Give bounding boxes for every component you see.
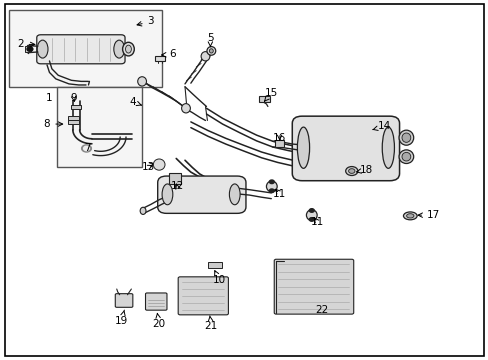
Circle shape bbox=[269, 189, 274, 193]
Bar bbox=[68, 116, 79, 120]
Ellipse shape bbox=[181, 104, 190, 113]
Ellipse shape bbox=[138, 77, 146, 86]
Ellipse shape bbox=[398, 150, 413, 163]
Bar bbox=[71, 105, 81, 109]
Text: 9: 9 bbox=[70, 93, 77, 103]
Ellipse shape bbox=[306, 210, 317, 221]
FancyBboxPatch shape bbox=[145, 293, 166, 310]
Text: 19: 19 bbox=[115, 310, 128, 325]
Circle shape bbox=[81, 145, 91, 152]
Ellipse shape bbox=[37, 40, 48, 58]
Ellipse shape bbox=[125, 45, 131, 53]
Bar bbox=[274, 140, 284, 147]
Text: 13: 13 bbox=[141, 162, 154, 172]
Circle shape bbox=[309, 218, 314, 221]
Ellipse shape bbox=[122, 42, 134, 56]
Text: 5: 5 bbox=[206, 33, 213, 46]
Text: 20: 20 bbox=[152, 313, 165, 329]
Circle shape bbox=[83, 146, 89, 150]
Ellipse shape bbox=[401, 152, 410, 161]
Ellipse shape bbox=[140, 207, 146, 215]
Ellipse shape bbox=[398, 130, 413, 145]
Ellipse shape bbox=[345, 167, 357, 176]
Circle shape bbox=[269, 180, 274, 184]
Text: 6: 6 bbox=[161, 49, 175, 59]
Circle shape bbox=[309, 209, 314, 212]
Text: 17: 17 bbox=[417, 210, 439, 220]
Text: 16: 16 bbox=[272, 133, 285, 143]
Text: 2: 2 bbox=[17, 40, 35, 49]
Text: 3: 3 bbox=[137, 17, 154, 27]
Text: 12: 12 bbox=[170, 181, 183, 192]
Ellipse shape bbox=[162, 184, 172, 205]
FancyBboxPatch shape bbox=[115, 294, 133, 307]
Ellipse shape bbox=[206, 46, 215, 55]
Bar bbox=[57, 87, 142, 167]
Text: 7: 7 bbox=[84, 143, 91, 153]
FancyBboxPatch shape bbox=[158, 176, 245, 213]
Ellipse shape bbox=[266, 181, 277, 192]
Ellipse shape bbox=[348, 169, 354, 174]
Ellipse shape bbox=[153, 159, 164, 170]
Circle shape bbox=[27, 47, 33, 51]
Bar bbox=[68, 121, 79, 124]
FancyBboxPatch shape bbox=[274, 259, 353, 314]
Text: 11: 11 bbox=[272, 189, 285, 199]
Text: 14: 14 bbox=[372, 121, 391, 131]
FancyBboxPatch shape bbox=[292, 116, 399, 181]
Bar bbox=[25, 46, 31, 52]
Ellipse shape bbox=[201, 51, 209, 61]
Text: 1: 1 bbox=[46, 93, 53, 103]
Text: 21: 21 bbox=[204, 316, 218, 331]
Bar bbox=[9, 10, 161, 87]
Ellipse shape bbox=[403, 212, 416, 220]
Text: 11: 11 bbox=[310, 217, 324, 227]
Ellipse shape bbox=[401, 133, 410, 142]
Bar bbox=[155, 55, 164, 60]
Ellipse shape bbox=[229, 184, 240, 205]
Text: 18: 18 bbox=[356, 165, 372, 175]
FancyBboxPatch shape bbox=[178, 277, 228, 315]
Ellipse shape bbox=[114, 40, 124, 58]
Bar bbox=[259, 96, 269, 102]
Text: 8: 8 bbox=[43, 119, 62, 129]
Bar bbox=[169, 173, 181, 184]
Bar bbox=[207, 262, 221, 268]
Text: 10: 10 bbox=[212, 271, 225, 285]
Ellipse shape bbox=[382, 127, 394, 168]
Text: 15: 15 bbox=[264, 88, 277, 101]
Text: 4: 4 bbox=[129, 97, 141, 107]
Ellipse shape bbox=[406, 214, 413, 218]
Ellipse shape bbox=[297, 127, 309, 168]
Text: 22: 22 bbox=[314, 305, 327, 315]
Ellipse shape bbox=[209, 49, 213, 53]
FancyBboxPatch shape bbox=[37, 35, 125, 64]
